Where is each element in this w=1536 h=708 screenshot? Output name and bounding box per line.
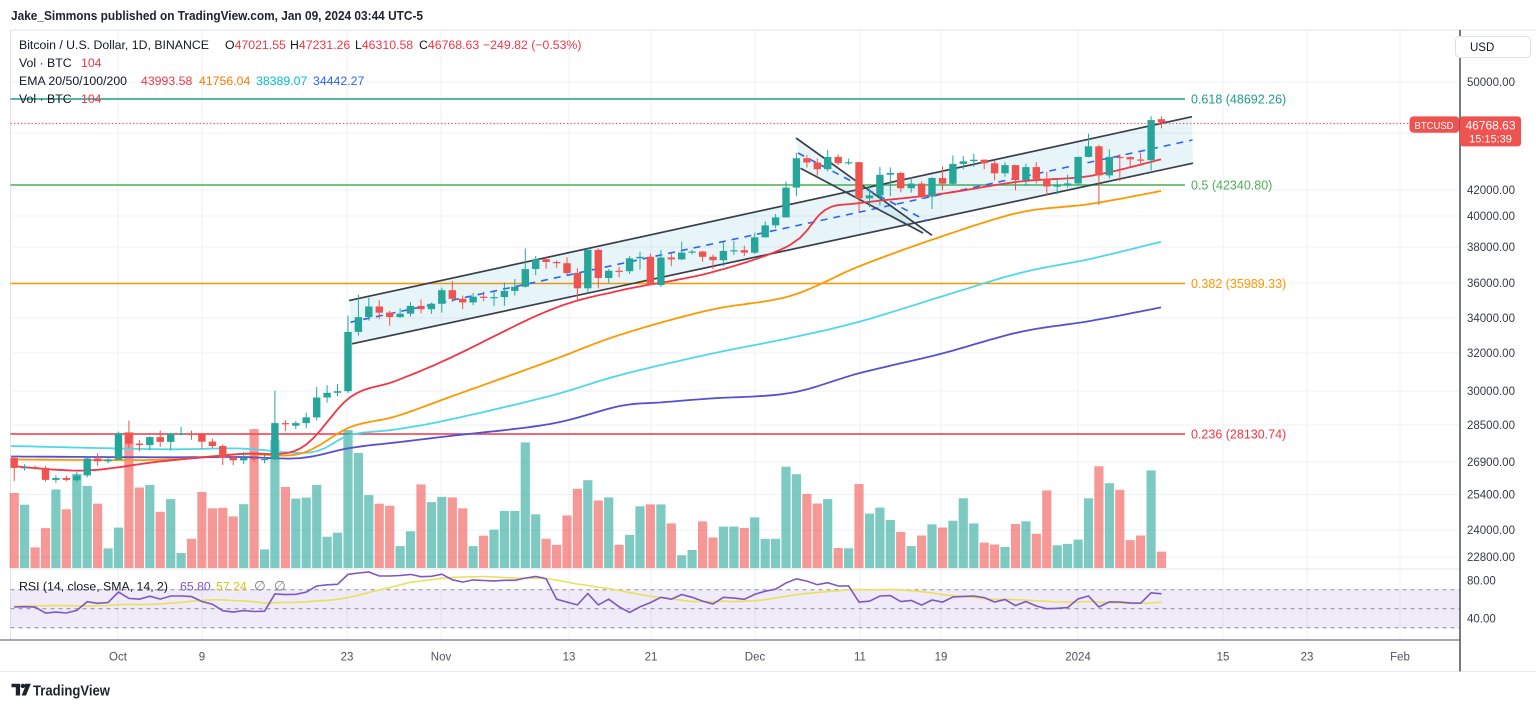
svg-text:Dec: Dec xyxy=(745,652,766,664)
svg-text:Oct: Oct xyxy=(109,652,128,664)
svg-text:46768.63: 46768.63 xyxy=(1465,118,1515,132)
svg-text:80.00: 80.00 xyxy=(1467,576,1496,588)
svg-text:21: 21 xyxy=(645,652,658,664)
svg-text:42000.00: 42000.00 xyxy=(1467,185,1515,197)
svg-text:23: 23 xyxy=(341,652,354,664)
svg-text:15: 15 xyxy=(1217,652,1230,664)
svg-text:BTCUSD: BTCUSD xyxy=(1415,120,1454,132)
svg-text:40000.00: 40000.00 xyxy=(1467,211,1515,223)
svg-text:Bitcoin / U.S. Dollar, 1D, BIN: Bitcoin / U.S. Dollar, 1D, BINANCE O47021… xyxy=(19,38,581,52)
svg-text:Nov: Nov xyxy=(431,652,452,664)
svg-text:0.236 (28130.74): 0.236 (28130.74) xyxy=(1191,428,1286,442)
svg-text:19: 19 xyxy=(935,652,948,664)
svg-text:34000.00: 34000.00 xyxy=(1467,313,1515,325)
svg-text:15:15:39: 15:15:39 xyxy=(1469,134,1512,146)
svg-text:Feb: Feb xyxy=(1390,652,1410,664)
svg-text:38000.00: 38000.00 xyxy=(1467,242,1515,254)
svg-text:13: 13 xyxy=(563,652,576,664)
svg-text:0.5 (42340.80): 0.5 (42340.80) xyxy=(1191,179,1272,193)
svg-text:50000.00: 50000.00 xyxy=(1467,77,1515,89)
svg-text:23: 23 xyxy=(1301,652,1314,664)
svg-text:RSI (14, close, SMA, 14, 2)65.: RSI (14, close, SMA, 14, 2) 65.80 57.24 ∅ ∅ xyxy=(19,579,286,594)
svg-text:30000.00: 30000.00 xyxy=(1467,386,1515,398)
svg-text:22800.00: 22800.00 xyxy=(1467,552,1515,564)
svg-text:USD: USD xyxy=(1470,42,1494,54)
svg-text:25400.00: 25400.00 xyxy=(1467,490,1515,502)
svg-text:32000.00: 32000.00 xyxy=(1467,348,1515,360)
svg-text:11: 11 xyxy=(854,652,866,664)
svg-text:26900.00: 26900.00 xyxy=(1467,457,1515,469)
svg-text:Jake_Simmons published on Trad: Jake_Simmons published on TradingView.co… xyxy=(11,8,423,23)
svg-text:2024: 2024 xyxy=(1065,652,1091,664)
svg-text:TradingView: TradingView xyxy=(33,683,110,700)
svg-text:9: 9 xyxy=(199,652,205,664)
svg-text:0.618 (48692.26): 0.618 (48692.26) xyxy=(1191,93,1286,107)
svg-text:24000.00: 24000.00 xyxy=(1467,525,1515,537)
svg-text:0.382 (35989.33): 0.382 (35989.33) xyxy=(1191,277,1286,291)
svg-text:40.00: 40.00 xyxy=(1467,614,1496,626)
svg-text:36000.00: 36000.00 xyxy=(1467,278,1515,290)
svg-text:28500.00: 28500.00 xyxy=(1467,420,1515,432)
